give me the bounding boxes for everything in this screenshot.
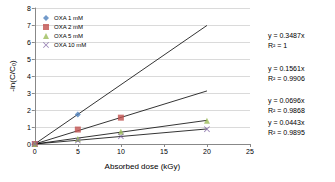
svg-text:4: 4: [27, 73, 31, 80]
svg-text:y = 0.1561x: y = 0.1561x: [268, 65, 305, 73]
svg-text:OXA 2 mM: OXA 2 mM: [54, 24, 83, 30]
svg-text:R² = 0.9906: R² = 0.9906: [268, 75, 305, 82]
svg-text:0: 0: [33, 148, 37, 155]
svg-text:5: 5: [76, 148, 80, 155]
svg-text:OXA 5 mM: OXA 5 mM: [54, 33, 83, 39]
svg-text:y = 0.3487x: y = 0.3487x: [268, 32, 305, 40]
svg-text:R² = 0.9895: R² = 0.9895: [268, 129, 305, 136]
svg-text:10: 10: [117, 148, 125, 155]
svg-text:y = 0.0696x: y = 0.0696x: [268, 97, 305, 105]
svg-text:1: 1: [27, 124, 31, 131]
svg-text:7: 7: [27, 22, 31, 29]
svg-text:8: 8: [27, 5, 31, 12]
svg-text:2: 2: [27, 107, 31, 114]
svg-text:25: 25: [246, 148, 254, 155]
svg-text:y = 0.0443x: y = 0.0443x: [268, 119, 305, 127]
svg-text:R² = 1: R² = 1: [268, 42, 287, 49]
svg-text:15: 15: [160, 148, 168, 155]
svg-text:-ln(C/C₀): -ln(C/C₀): [8, 60, 17, 92]
svg-text:6: 6: [27, 39, 31, 46]
svg-text:R² = 0.9868: R² = 0.9868: [268, 107, 305, 114]
svg-text:3: 3: [27, 90, 31, 97]
svg-text:Absorbed dose (kGy): Absorbed dose (kGy): [105, 162, 181, 171]
svg-text:0: 0: [27, 141, 31, 148]
svg-text:OXA 1 mM: OXA 1 mM: [54, 15, 83, 21]
svg-text:20: 20: [203, 148, 211, 155]
svg-text:5: 5: [27, 56, 31, 63]
svg-text:OXA 10 mM: OXA 10 mM: [54, 42, 86, 48]
